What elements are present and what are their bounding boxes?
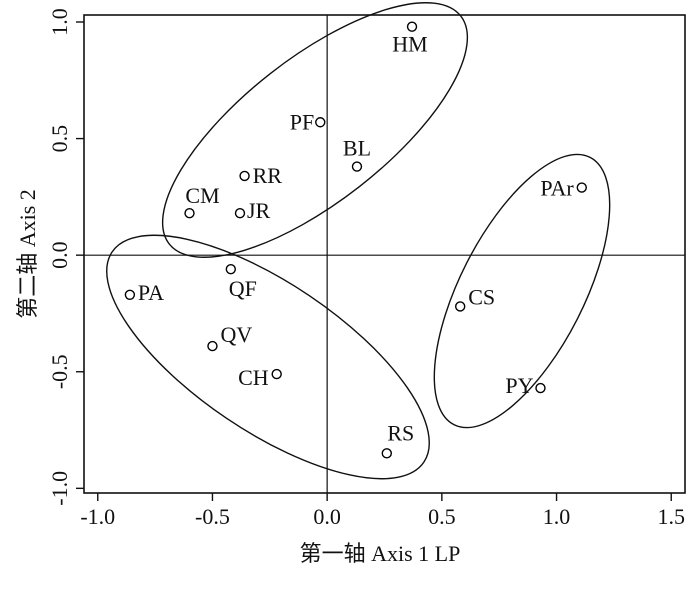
point [576, 182, 587, 193]
point [207, 340, 218, 352]
point-label: RR [253, 163, 283, 188]
y-tick-label: -0.5 [47, 354, 72, 389]
y-tick-label: 1.0 [47, 8, 72, 36]
point [239, 170, 250, 182]
point [406, 21, 418, 32]
cluster-ellipse [161, 2, 469, 258]
point [381, 448, 392, 459]
cluster-ellipse [106, 234, 430, 480]
point-label: CM [185, 183, 219, 208]
point-label: PA [138, 280, 164, 305]
y-tick-label: 0.5 [47, 125, 72, 153]
point-label: QF [229, 276, 257, 301]
point-label: QV [220, 322, 252, 347]
x-tick-label: -0.5 [195, 504, 230, 529]
x-tick-label: 0.5 [428, 504, 456, 529]
point-label: JR [247, 198, 271, 223]
point-label: PY [505, 373, 533, 398]
point [184, 207, 195, 219]
x-tick-label: -1.0 [80, 504, 115, 529]
point-label: RS [387, 420, 414, 445]
point-label: PAr [540, 176, 574, 201]
cluster-ellipse [433, 153, 611, 429]
point [271, 368, 282, 380]
point-label: HM [392, 32, 427, 57]
point-label: CS [468, 285, 495, 310]
point [454, 301, 466, 312]
point-label: PF [290, 109, 314, 134]
plot-frame [83, 14, 686, 494]
y-axis-label: 第二轴 Axis 2 [15, 189, 40, 319]
point [315, 117, 326, 128]
point [234, 207, 246, 219]
y-tick-label: 0.0 [47, 241, 72, 268]
x-tick-label: 1.5 [657, 504, 685, 529]
x-tick-label: 0.0 [313, 504, 341, 529]
point [535, 382, 546, 394]
point [351, 161, 363, 172]
x-tick-label: 1.0 [543, 504, 571, 529]
x-axis-label: 第一轴 Axis 1 LP [300, 541, 461, 566]
y-tick-label: -1.0 [47, 471, 72, 506]
point-label: BL [343, 136, 371, 161]
point-label: CH [238, 365, 269, 390]
point [124, 289, 136, 301]
point [225, 263, 237, 275]
